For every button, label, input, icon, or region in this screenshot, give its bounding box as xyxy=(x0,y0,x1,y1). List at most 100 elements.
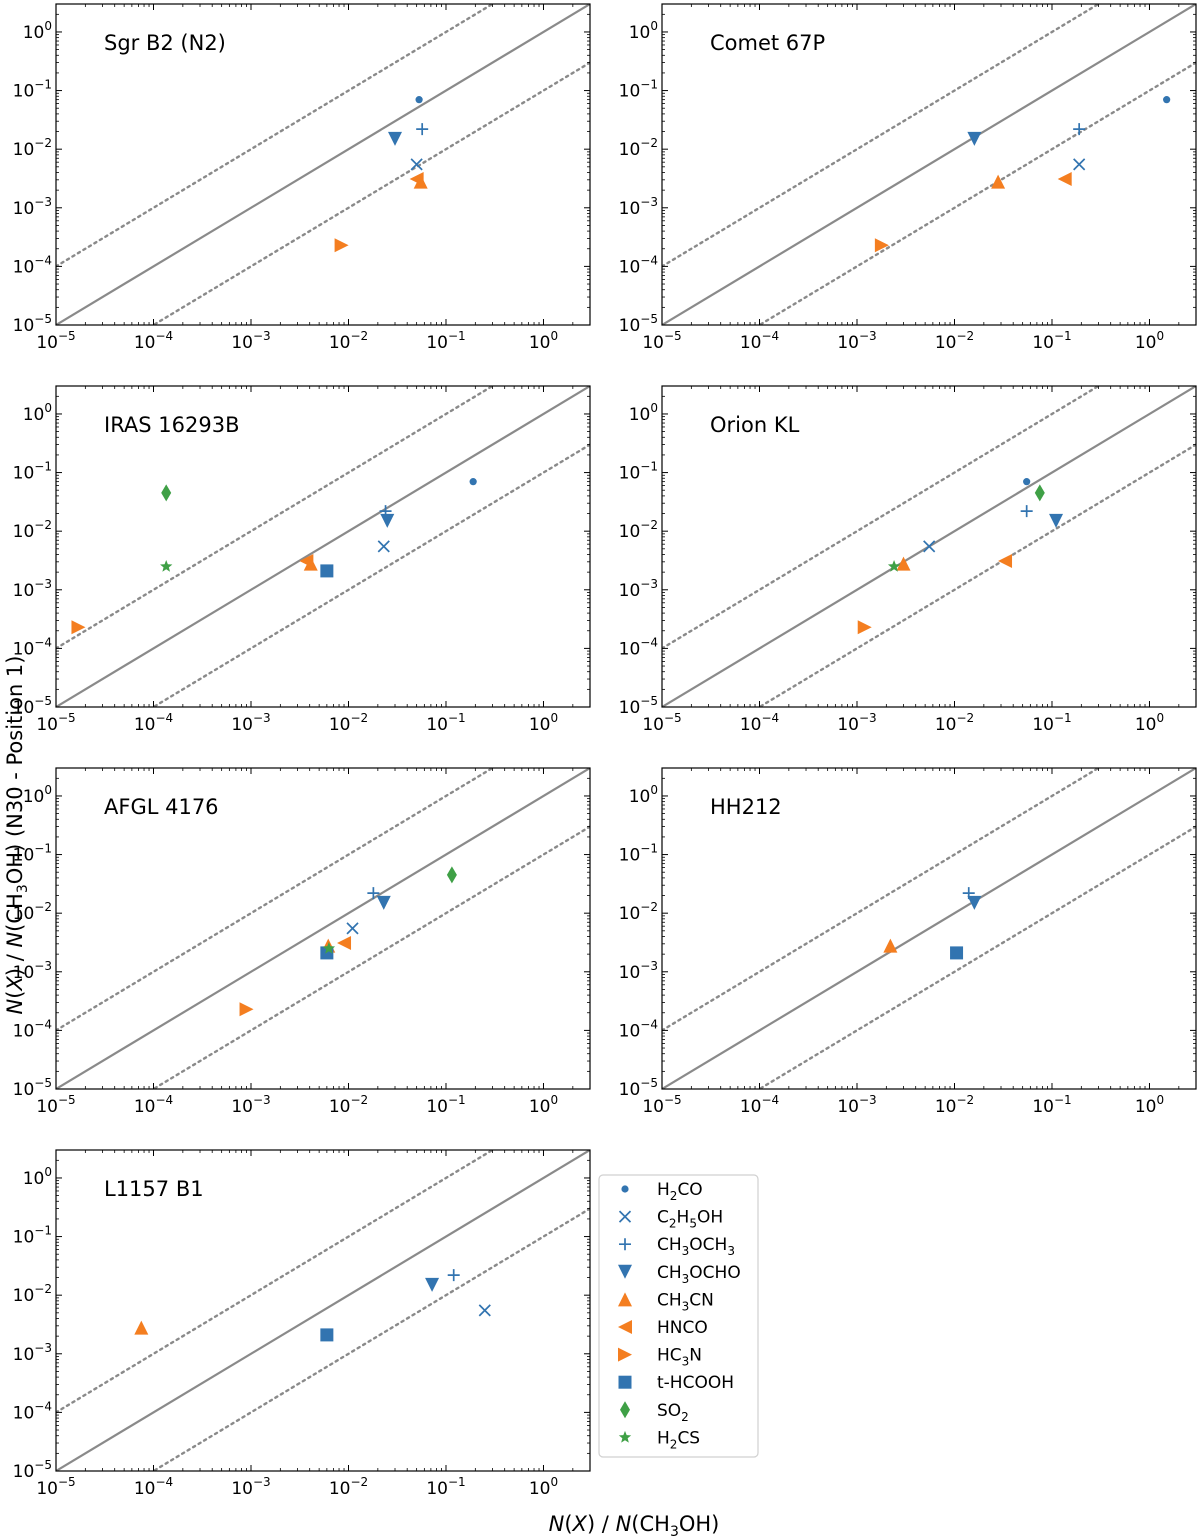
legend-label-part: 2 xyxy=(681,1410,689,1424)
point-hnco xyxy=(299,553,314,568)
x-tick-label-exp: −2 xyxy=(956,711,974,725)
x-tick-label: 10−4 xyxy=(740,329,779,353)
x-tick-label-base: 10 xyxy=(36,333,58,353)
point-c2h5oh xyxy=(478,1304,491,1317)
y-tick-label-exp: −1 xyxy=(640,842,658,856)
point-ch3cn xyxy=(134,1320,149,1335)
legend-entry-h2co: H2CO xyxy=(621,1180,703,1203)
reference-line-solid-1 xyxy=(56,4,590,325)
y-tick-label-exp: −5 xyxy=(34,694,52,708)
panel-hh212-reference-lines xyxy=(662,768,1196,1089)
panel-l1157-b1-ticks: 10−510−510−410−410−310−310−210−210−110−1… xyxy=(13,1149,591,1499)
legend-label-hnco: HNCO xyxy=(657,1318,708,1338)
x-tick-label-exp: −3 xyxy=(253,329,271,343)
y-tick-label-exp: −4 xyxy=(640,253,658,267)
point-hnco xyxy=(1057,171,1072,186)
y-tick-label: 10−3 xyxy=(619,959,658,983)
y-tick-label-base: 10 xyxy=(619,639,641,659)
legend-marker-so2 xyxy=(620,1401,630,1419)
x-tick-label: 100 xyxy=(1135,1093,1164,1117)
y-tick-label-base: 10 xyxy=(23,787,45,807)
y-tick-label: 10−5 xyxy=(619,1076,658,1100)
y-tick-label: 10−5 xyxy=(619,694,658,718)
y-tick-label-exp: −4 xyxy=(34,1399,52,1413)
y-tick-label-base: 10 xyxy=(23,405,45,425)
legend-entry-ch3ocho: CH3OCHO xyxy=(618,1263,741,1286)
x-tick-label-base: 10 xyxy=(529,1097,551,1117)
y-tick-label: 10−1 xyxy=(13,1224,52,1248)
x-tick-label-exp: −5 xyxy=(664,1093,682,1107)
panel-sgr-b2-n2: 10−510−510−410−410−310−310−210−210−110−1… xyxy=(13,3,591,353)
point-t-hcooh xyxy=(320,1328,334,1342)
x-tick-label-base: 10 xyxy=(329,333,351,353)
point-ch3ocho xyxy=(1049,513,1064,528)
y-tick-label-base: 10 xyxy=(619,698,641,718)
y-tick-label-exp: −4 xyxy=(640,1017,658,1031)
legend-label-part: CO xyxy=(677,1180,702,1200)
y-tick-label: 10−3 xyxy=(619,577,658,601)
x-tick-label-base: 10 xyxy=(426,1097,448,1117)
x-tick-label-exp: −2 xyxy=(956,329,974,343)
x-tick-label-base: 10 xyxy=(740,333,762,353)
y-tick-label: 10−4 xyxy=(619,635,658,659)
point-h2co xyxy=(415,96,423,104)
x-tick-label-base: 10 xyxy=(1032,333,1054,353)
x-tick-label-base: 10 xyxy=(329,1097,351,1117)
y-tick-label-exp: −5 xyxy=(640,694,658,708)
panel-comet-67p-markers xyxy=(874,96,1171,253)
point-ch3cn xyxy=(896,556,911,571)
point-h2co xyxy=(469,478,477,486)
point-so2 xyxy=(446,866,457,884)
y-tick-label: 10−2 xyxy=(13,136,52,160)
x-tick-label-base: 10 xyxy=(642,333,664,353)
legend-entry-hc3n: HC3N xyxy=(618,1346,702,1369)
point-hc3n xyxy=(71,620,86,635)
legend-label-part: 2 xyxy=(670,1189,678,1203)
panel-iras-16293b-frame xyxy=(55,385,591,708)
x-tick-label-exp: −3 xyxy=(253,1475,271,1489)
y-tick-label: 10−5 xyxy=(619,312,658,336)
y-tick-label: 10−5 xyxy=(13,1458,52,1482)
legend-label-part: CH xyxy=(657,1235,682,1255)
y-tick-label-base: 10 xyxy=(13,639,35,659)
x-tick-label-base: 10 xyxy=(837,1097,859,1117)
y-tick-label: 10−4 xyxy=(619,253,658,277)
point-c2h5oh xyxy=(1073,158,1086,171)
x-tick-label-base: 10 xyxy=(837,333,859,353)
x-tick-label-base: 10 xyxy=(1135,333,1157,353)
point-ch3ocho xyxy=(380,513,395,528)
x-tick-label: 10−2 xyxy=(329,711,368,735)
y-axis-label-part: N xyxy=(3,998,27,1014)
x-tick-label: 10−1 xyxy=(1032,329,1071,353)
panel-title: IRAS 16293B xyxy=(104,413,240,437)
point-ch3ocho xyxy=(376,895,391,910)
x-tick-label: 10−5 xyxy=(36,711,75,735)
x-tick-label-base: 10 xyxy=(134,1479,156,1499)
y-tick-label-base: 10 xyxy=(13,1228,35,1248)
x-tick-label: 10−5 xyxy=(36,1475,75,1499)
x-tick-label-base: 10 xyxy=(231,1479,253,1499)
panel-l1157-b1: 10−510−510−410−410−310−310−210−210−110−1… xyxy=(13,1149,591,1499)
x-axis-label-part: N xyxy=(616,1512,632,1536)
x-tick-label-exp: −5 xyxy=(58,1093,76,1107)
y-tick-label-base: 10 xyxy=(13,1462,35,1482)
point-hnco xyxy=(998,553,1013,568)
panel-orion-kl: 10−510−510−410−410−310−310−210−210−110−1… xyxy=(619,385,1197,735)
panel-iras-16293b-markers xyxy=(71,478,477,635)
x-tick-label-base: 10 xyxy=(1135,715,1157,735)
y-axis-label: N(X) / N(CH3OH) (N30 - Position 1) xyxy=(3,656,31,1015)
y-tick-label-base: 10 xyxy=(619,199,641,219)
legend-label-part: H xyxy=(657,1180,670,1200)
point-ch3ocho xyxy=(967,131,982,146)
reference-line-dotted-0p1 xyxy=(757,825,1196,1089)
panel-comet-67p-reference-lines xyxy=(662,4,1196,325)
legend-label-part: 3 xyxy=(682,1272,690,1286)
x-tick-label-exp: −3 xyxy=(859,329,877,343)
x-tick-label-exp: 0 xyxy=(550,329,558,343)
panel-iras-16293b: 10−510−510−410−410−310−310−210−210−110−1… xyxy=(13,385,591,735)
y-tick-label: 10−3 xyxy=(619,195,658,219)
reference-line-dotted-0p1 xyxy=(151,443,590,707)
x-tick-label-base: 10 xyxy=(231,715,253,735)
y-tick-label-base: 10 xyxy=(13,257,35,277)
point-ch3och3 xyxy=(1020,505,1033,518)
